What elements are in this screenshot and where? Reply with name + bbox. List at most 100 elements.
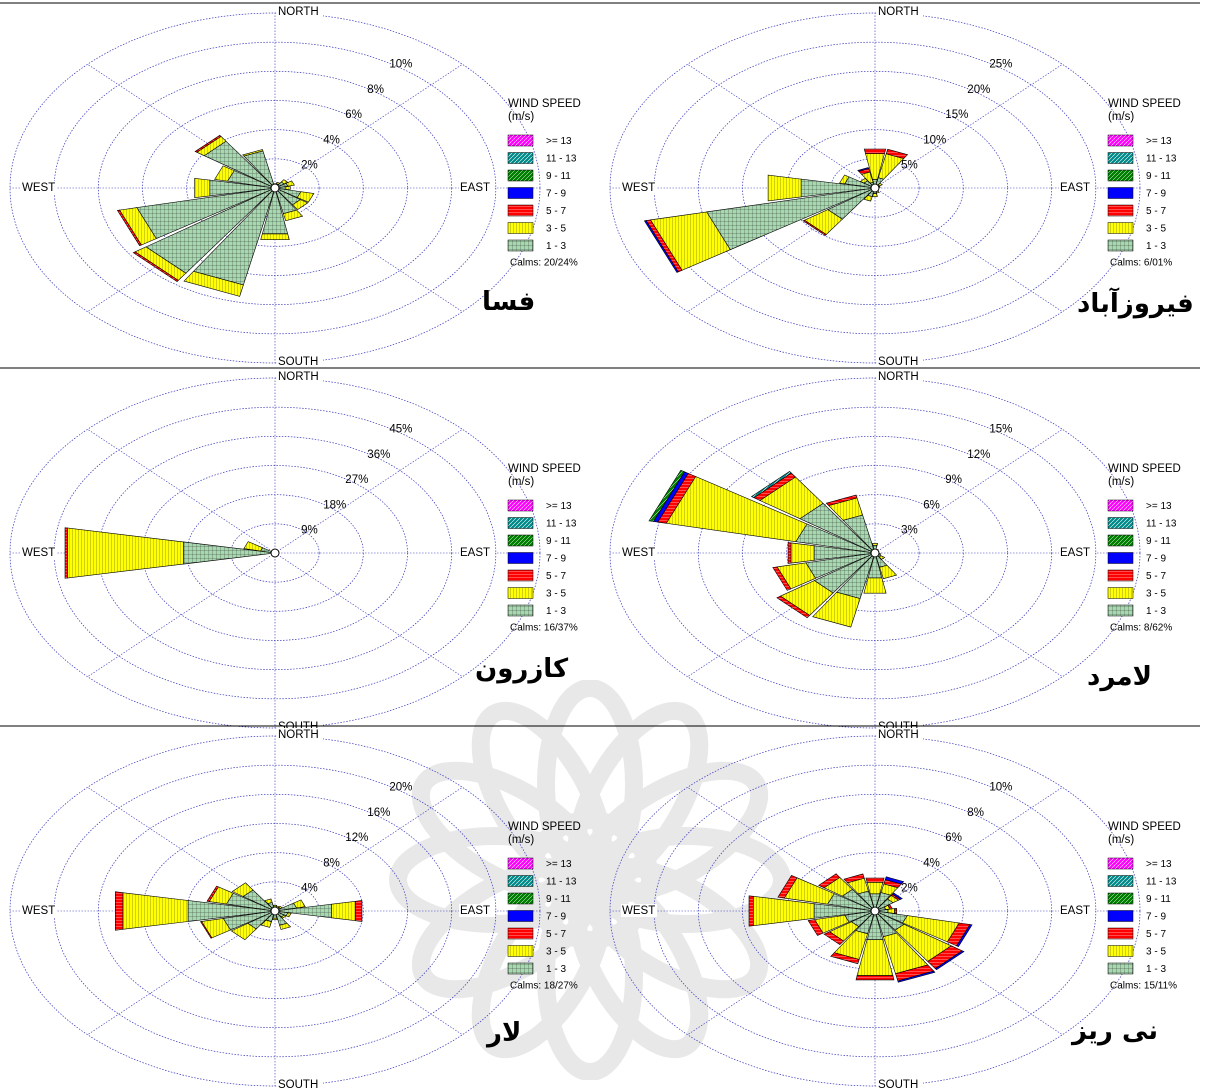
legend-label: 7 - 9: [1146, 189, 1166, 200]
legend-label: 3 - 5: [1146, 589, 1166, 600]
petal-segment-W-1-3: [183, 542, 275, 564]
legend-unit: (m/s): [1108, 111, 1134, 123]
legend-swatch-7-9: [508, 553, 533, 564]
ring-label: 25%: [989, 59, 1012, 71]
ring-label: 8%: [323, 858, 340, 870]
legend-label: 9 - 11: [1146, 171, 1171, 182]
calms-label: Calms: 18/27%: [510, 981, 578, 992]
calm-center: [871, 549, 879, 557]
ring-label: 8%: [967, 807, 984, 819]
legend-swatch->=13: [508, 500, 533, 511]
station-label: کازرون: [475, 654, 568, 684]
radial-gridline: [688, 64, 875, 188]
legend-swatch->=13: [1108, 135, 1133, 146]
legend-swatch->=13: [1108, 858, 1133, 869]
station-label: لار: [487, 1018, 521, 1048]
legend-label: 7 - 9: [546, 554, 566, 565]
legend-label: 11 - 13: [1146, 154, 1177, 165]
legend-label: 11 - 13: [1146, 877, 1177, 888]
ring-label: 36%: [367, 449, 390, 461]
legend-label: 11 - 13: [1146, 519, 1177, 530]
calm-center: [271, 907, 279, 915]
legend-label: 1 - 3: [546, 606, 566, 617]
legend-swatch-3-5: [508, 588, 533, 599]
legend-swatch-9-11: [1108, 893, 1133, 904]
petals: [644, 149, 907, 273]
legend-swatch-1-3: [508, 240, 533, 251]
ring-label: 8%: [367, 84, 384, 96]
legend-swatch-3-5: [1108, 223, 1133, 234]
legend-swatch-3-5: [1108, 588, 1133, 599]
legend-label: >= 13: [546, 859, 572, 870]
petals: [749, 874, 972, 983]
legend-label: >= 13: [1146, 859, 1172, 870]
petal-segment-E-3-5: [888, 909, 895, 914]
calm-center: [271, 549, 279, 557]
legend-swatch-5-7: [508, 570, 533, 581]
legend-swatch-3-5: [1108, 946, 1133, 957]
legend-label: 7 - 9: [546, 912, 566, 923]
legend-swatch-11-13: [1108, 153, 1133, 164]
legend-label: 1 - 3: [1146, 964, 1166, 975]
ring-label: 4%: [301, 883, 318, 895]
station-label: فیروزآباد: [1077, 289, 1194, 319]
calms-label: Calms: 8/62%: [1110, 623, 1172, 634]
legend-label: 3 - 5: [546, 589, 566, 600]
calms-label: Calms: 6/01%: [1110, 258, 1172, 269]
legend-label: 5 - 7: [1146, 929, 1166, 940]
ring-label: 20%: [967, 84, 990, 96]
petal-segment-W-3-5: [67, 528, 183, 578]
ring-label: 6%: [345, 109, 362, 121]
legend-label: 9 - 11: [546, 171, 571, 182]
legend-label: 1 - 3: [546, 241, 566, 252]
petal-segment-SSE-3-5: [880, 565, 897, 578]
petal-segment-E-5-7: [895, 908, 897, 913]
direction-label-north: NORTH: [278, 729, 319, 741]
direction-label-west: WEST: [22, 182, 55, 194]
legend-swatch-1-3: [508, 605, 533, 616]
legend-swatch-9-11: [508, 893, 533, 904]
legend-label: 3 - 5: [1146, 947, 1166, 958]
legend-swatch-9-11: [1108, 170, 1133, 181]
ring-label: 45%: [389, 424, 412, 436]
ring-label: 15%: [945, 109, 968, 121]
ring-label: 2%: [301, 160, 318, 172]
legend-swatch->=13: [508, 858, 533, 869]
legend-swatch-5-7: [1108, 928, 1133, 939]
legend-label: >= 13: [1146, 501, 1172, 512]
legend-swatch-7-9: [508, 188, 533, 199]
petal-segment-S-3-5: [273, 918, 278, 919]
legend-swatch-7-9: [508, 911, 533, 922]
legend-swatch-7-9: [1108, 188, 1133, 199]
legend-label: 3 - 5: [546, 947, 566, 958]
legend-label: 3 - 5: [1146, 224, 1166, 235]
petals: [65, 528, 276, 579]
direction-label-east: EAST: [1060, 547, 1090, 559]
ring-label: 9%: [301, 525, 318, 537]
petal-segment-W-3-5: [791, 543, 814, 563]
calm-center: [871, 184, 879, 192]
legend-label: 9 - 11: [1146, 536, 1171, 547]
calm-center: [871, 907, 879, 915]
petal-segment-S-5-7: [856, 976, 894, 980]
legend-swatch-5-7: [508, 928, 533, 939]
legend-swatch-9-11: [508, 170, 533, 181]
legend-swatch-1-3: [1108, 605, 1133, 616]
ring-label: 4%: [923, 858, 940, 870]
calms-label: Calms: 15/11%: [1110, 981, 1177, 992]
legend-label: 1 - 3: [1146, 606, 1166, 617]
petal-segment-W-5-7: [115, 892, 123, 931]
legend-swatch->=13: [508, 135, 533, 146]
direction-label-east: EAST: [1060, 905, 1090, 917]
petal-segment-E-3-5: [286, 186, 290, 190]
ring-label: 12%: [345, 832, 368, 844]
legend-unit: (m/s): [508, 111, 534, 123]
direction-label-north: NORTH: [278, 6, 319, 18]
